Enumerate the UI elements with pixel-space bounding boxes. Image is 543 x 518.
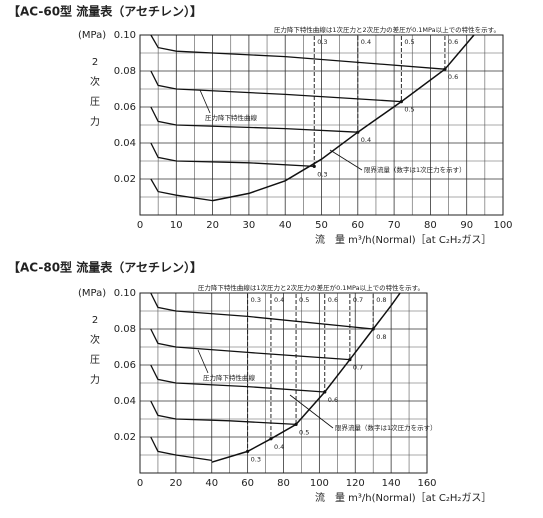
y-axis-label: 2 <box>92 57 98 68</box>
critical-curve <box>212 34 475 202</box>
critical-point <box>269 437 273 441</box>
x-tick-label: 60 <box>351 220 364 231</box>
top-pressure-label: 0.8 <box>376 296 386 304</box>
curve-label: 圧力降下特性曲線 <box>205 113 258 122</box>
x-tick-label: 140 <box>382 478 401 489</box>
point-pressure-label: 0.3 <box>251 455 261 463</box>
point-pressure-label: 0.4 <box>361 136 371 144</box>
critical-point <box>294 422 298 426</box>
x-tick-label: 0 <box>137 478 143 489</box>
curve-label: 圧力降下特性曲線 <box>203 373 256 382</box>
y-axis-label: 2 <box>92 315 98 326</box>
top-pressure-label: 0.3 <box>251 296 261 304</box>
arrow <box>289 394 334 429</box>
top-pressure-label: 0.3 <box>317 38 327 46</box>
characteristic-curve <box>150 34 445 70</box>
point-pressure-label: 0.4 <box>274 443 284 451</box>
characteristic-curve <box>150 328 350 361</box>
y-axis-label: 圧 <box>90 355 100 366</box>
y-tick-label: 0.04 <box>114 396 136 407</box>
point-pressure-label: 0.6 <box>448 73 458 81</box>
y-unit: (MPa) <box>78 30 106 41</box>
x-tick-label: 0 <box>137 220 143 231</box>
arrow <box>199 89 211 114</box>
x-tick-label: 50 <box>315 220 328 231</box>
arrow <box>197 349 209 374</box>
top-pressure-label: 0.5 <box>299 296 309 304</box>
characteristic-curve <box>150 106 358 133</box>
point-pressure-label: 0.5 <box>404 106 414 114</box>
characteristic-curve <box>150 70 402 103</box>
point-pressure-label: 0.6 <box>328 396 338 404</box>
critical-point <box>323 390 327 394</box>
x-tick-label: 40 <box>205 478 218 489</box>
critical-point <box>399 100 403 104</box>
x-tick-label: 60 <box>241 478 254 489</box>
x-tick-label: 100 <box>310 478 329 489</box>
critical-point <box>312 164 316 168</box>
characteristic-curve <box>150 400 297 426</box>
y-axis-label: 次 <box>90 333 100 346</box>
y-tick-label: 0.06 <box>114 102 136 113</box>
x-axis-label: 流 量 m³/h(Normal)［at C₂H₂ガス］ <box>315 491 491 504</box>
top-pressure-label: 0.4 <box>361 38 371 46</box>
point-pressure-label: 0.3 <box>317 170 327 178</box>
point-pressure-label: 0.7 <box>353 364 363 372</box>
chart-title: 【AC-80型 流量表（アセチレン）】 <box>8 260 202 275</box>
x-tick-label: 80 <box>424 220 437 231</box>
y-tick-label: 0.10 <box>114 30 136 41</box>
y-tick-label: 0.02 <box>114 174 136 185</box>
y-axis-label: 次 <box>90 75 100 88</box>
note: 圧力降下特性曲線は1次圧力と2次圧力の差圧が0.1MPa以上での特性を示す。 <box>198 283 424 292</box>
point-pressure-label: 0.5 <box>299 428 309 436</box>
critical-point <box>348 358 352 362</box>
x-tick-label: 160 <box>417 478 436 489</box>
y-tick-label: 0.10 <box>114 288 136 299</box>
characteristic-curve <box>150 142 315 168</box>
y-tick-label: 0.06 <box>114 360 136 371</box>
x-tick-label: 120 <box>346 478 365 489</box>
plot-frame <box>139 292 428 474</box>
top-pressure-label: 0.5 <box>404 38 414 46</box>
characteristic-curve <box>150 292 374 330</box>
point-pressure-label: 0.8 <box>376 333 386 341</box>
x-tick-label: 100 <box>493 220 512 231</box>
top-pressure-label: 0.7 <box>353 296 363 304</box>
critical-label: 限界流量（数字は1次圧力を示す） <box>364 165 466 174</box>
y-tick-label: 0.08 <box>114 324 136 335</box>
critical-point <box>356 130 360 134</box>
critical-point <box>443 67 447 71</box>
x-tick-label: 40 <box>279 220 292 231</box>
arrow <box>329 149 363 171</box>
characteristic-curve <box>150 436 212 462</box>
x-tick-label: 70 <box>388 220 401 231</box>
y-axis-label: 力 <box>90 373 100 386</box>
x-tick-label: 30 <box>243 220 256 231</box>
critical-point <box>371 327 375 331</box>
y-tick-label: 0.02 <box>114 432 136 443</box>
y-tick-label: 0.08 <box>114 66 136 77</box>
x-tick-label: 20 <box>170 478 183 489</box>
y-axis-label: 圧 <box>90 97 100 108</box>
top-pressure-label: 0.6 <box>448 38 458 46</box>
characteristic-curve <box>150 364 325 393</box>
x-tick-label: 20 <box>206 220 219 231</box>
top-pressure-label: 0.4 <box>274 296 284 304</box>
y-axis-label: 力 <box>90 115 100 128</box>
top-pressure-label: 0.6 <box>328 296 338 304</box>
x-tick-label: 10 <box>170 220 183 231</box>
chart-title: 【AC-60型 流量表（アセチレン）】 <box>8 4 202 19</box>
note: 圧力降下特性曲線は1次圧力と2次圧力の差圧が0.1MPa以上での特性を示す。 <box>274 25 500 34</box>
critical-label: 限界流量（数字は1次圧力を示す） <box>335 423 437 432</box>
y-tick-label: 0.04 <box>114 138 136 149</box>
x-tick-label: 80 <box>277 478 290 489</box>
critical-point <box>246 449 250 453</box>
x-tick-label: 90 <box>460 220 473 231</box>
y-unit: (MPa) <box>78 288 106 299</box>
x-axis-label: 流 量 m³/h(Normal)［at C₂H₂ガス］ <box>315 233 491 246</box>
plot-frame <box>139 34 504 216</box>
characteristic-curve <box>150 178 213 202</box>
